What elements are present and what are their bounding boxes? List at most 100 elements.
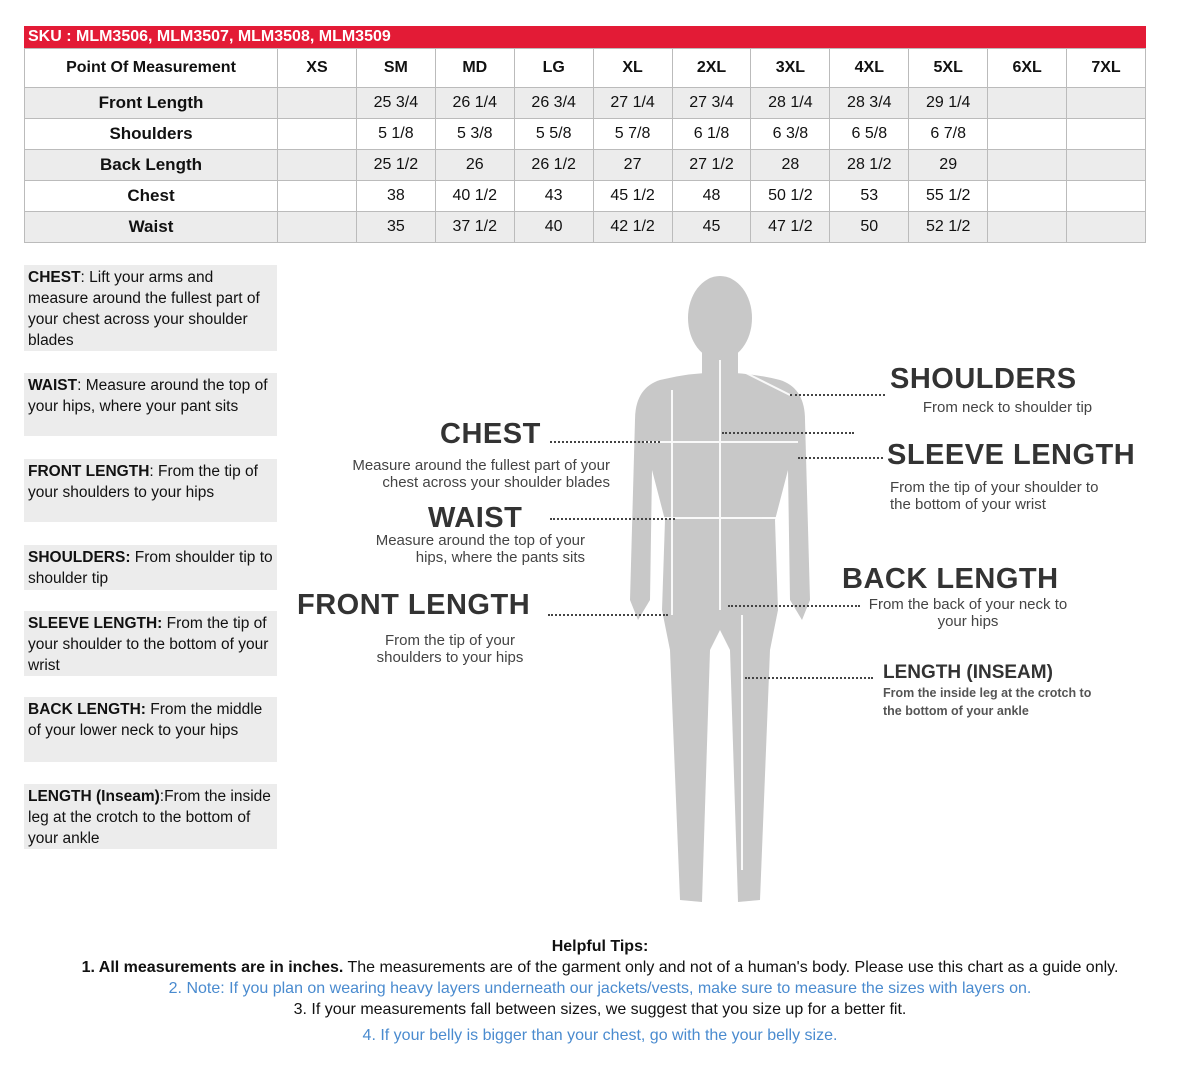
size-header: XL	[592, 48, 673, 88]
tip-4: 4. If your belly is bigger than your che…	[362, 1027, 838, 1044]
size-value-cell: 26 1/2	[513, 149, 594, 181]
size-value-cell	[277, 87, 357, 119]
guide-term: LENGTH (Inseam)	[28, 788, 160, 805]
size-value-cell: 6 3/8	[750, 118, 831, 150]
size-value-cell	[987, 87, 1068, 119]
size-value-cell: 38	[355, 180, 436, 212]
table-row: Waist 35 37 1/2 40 42 1/2 45 47 1/2 50 52 1/2	[24, 211, 1146, 243]
size-value-cell	[987, 211, 1068, 243]
size-value-cell: 5 3/8	[434, 118, 515, 150]
size-value-cell: 40 1/2	[434, 180, 515, 212]
size-value-cell: 29 1/4	[908, 87, 989, 119]
guide-box: CHEST: Lift your arms and measure around…	[24, 265, 277, 351]
table-header-row: Point Of Measurement XS SM MD LG XL 2XL 3XL 4XL 5…	[24, 48, 1146, 88]
guide-term: FRONT LENGTH	[28, 463, 150, 480]
measurement-header: Point Of Measurement	[24, 48, 278, 88]
guide-term: BACK LENGTH:	[28, 701, 146, 718]
size-value-cell: 27 3/4	[671, 87, 752, 119]
size-value-cell: 50	[829, 211, 910, 243]
measurement-name-cell: Back Length	[24, 149, 278, 181]
tip-1: 1. All measurements are in inches. The m…	[0, 959, 1200, 977]
size-value-cell: 40	[513, 211, 594, 243]
size-value-cell: 26 3/4	[513, 87, 594, 119]
size-value-cell: 6 7/8	[908, 118, 989, 150]
shoulders-desc: From neck to shoulder tip	[922, 399, 1093, 416]
size-value-cell: 6 5/8	[829, 118, 910, 150]
size-value-cell: 5 1/8	[355, 118, 436, 150]
guide-term: SHOULDERS:	[28, 549, 131, 566]
size-header: 5XL	[908, 48, 989, 88]
chest-desc: Measure around the fullest part of your …	[352, 457, 610, 491]
size-value-cell: 35	[355, 211, 436, 243]
guide-text: From the middle of your lower neck to yo…	[28, 701, 263, 739]
tip-2: 2. Note: If you plan on wearing heavy la…	[168, 980, 1032, 997]
back-length-desc: From the back of your neck to your hips	[868, 596, 1068, 630]
tip-1-bold: 1. All measurements are in inches.	[81, 959, 344, 976]
size-value-cell: 45	[671, 211, 752, 243]
guide-box: LENGTH (Inseam):From the inside leg at t…	[24, 784, 277, 849]
size-value-cell: 28	[750, 149, 831, 181]
guide-term: CHEST	[28, 269, 81, 286]
body-silhouette	[630, 276, 810, 902]
size-value-cell: 50 1/2	[750, 180, 831, 212]
size-value-cell: 55 1/2	[908, 180, 989, 212]
size-value-cell: 28 3/4	[829, 87, 910, 119]
measurement-name-cell: Chest	[24, 180, 278, 212]
inseam-desc: From the inside leg at the crotch to the…	[883, 686, 1092, 718]
size-value-cell: 6 1/8	[671, 118, 752, 150]
size-header: 2XL	[671, 48, 752, 88]
sku-banner: SKU : MLM3506, MLM3507, MLM3508, MLM3509	[24, 26, 1146, 48]
size-value-cell: 42 1/2	[592, 211, 673, 243]
guide-box: SHOULDERS: From shoulder tip to shoulder…	[24, 545, 277, 590]
size-value-cell: 28 1/2	[829, 149, 910, 181]
size-value-cell: 29	[908, 149, 989, 181]
measurement-name-cell: Front Length	[24, 87, 278, 119]
size-header: SM	[355, 48, 436, 88]
size-header: 6XL	[987, 48, 1068, 88]
chest-title: CHEST	[440, 418, 541, 450]
table-row: Shoulders 5 1/8 5 3/8 5 5/8 5 7/8 6 1/8 6 3/8 6…	[24, 118, 1146, 150]
waist-title: WAIST	[428, 502, 523, 534]
front-length-title: FRONT LENGTH	[297, 589, 531, 621]
size-value-cell	[1066, 118, 1146, 150]
size-value-cell: 5 5/8	[513, 118, 594, 150]
back-length-title: BACK LENGTH	[842, 563, 1059, 595]
size-value-cell	[987, 118, 1068, 150]
guide-text: :From the inside leg at the crotch to th…	[28, 788, 271, 847]
size-value-cell: 26	[434, 149, 515, 181]
size-value-cell	[987, 149, 1068, 181]
tip-3: 3. If your measurements fall between siz…	[293, 1001, 907, 1018]
size-value-cell: 52 1/2	[908, 211, 989, 243]
guide-term: WAIST	[28, 377, 78, 394]
shoulders-title: SHOULDERS	[890, 363, 1077, 395]
size-header: 7XL	[1066, 48, 1146, 88]
size-value-cell: 47 1/2	[750, 211, 831, 243]
guide-text: : Lift your arms and measure around the …	[28, 269, 260, 349]
size-header: 4XL	[829, 48, 910, 88]
size-value-cell: 25 3/4	[355, 87, 436, 119]
size-header: XS	[277, 48, 357, 88]
size-value-cell: 25 1/2	[355, 149, 436, 181]
sleeve-title: SLEEVE LENGTH	[887, 439, 1136, 471]
size-value-cell: 45 1/2	[592, 180, 673, 212]
measurement-name-cell: Waist	[24, 211, 278, 243]
size-header: MD	[434, 48, 515, 88]
guide-box: FRONT LENGTH: From the tip of your shoul…	[24, 459, 277, 522]
size-value-cell: 43	[513, 180, 594, 212]
guide-box: BACK LENGTH: From the middle of your low…	[24, 697, 277, 762]
size-value-cell: 48	[671, 180, 752, 212]
front-length-desc: From the tip of your shoulders to your h…	[376, 632, 524, 666]
size-value-cell: 28 1/4	[750, 87, 831, 119]
size-value-cell	[277, 211, 357, 243]
table-row: Chest 38 40 1/2 43 45 1/2 48 50 1/2 53 55 1/2	[24, 180, 1146, 212]
inseam-title: LENGTH (INSEAM)	[883, 662, 1053, 683]
size-value-cell: 27 1/4	[592, 87, 673, 119]
guide-text: From the tip of your shoulder to the bot…	[28, 615, 269, 674]
size-header: 3XL	[750, 48, 831, 88]
size-value-cell	[987, 180, 1068, 212]
size-value-cell	[277, 118, 357, 150]
size-value-cell	[1066, 180, 1146, 212]
table-row: Back Length 25 1/2 26 26 1/2 27 27 1/2 28 28 1/…	[24, 149, 1146, 181]
guide-box: SLEEVE LENGTH: From the tip of your shou…	[24, 611, 277, 676]
size-header: LG	[513, 48, 594, 88]
